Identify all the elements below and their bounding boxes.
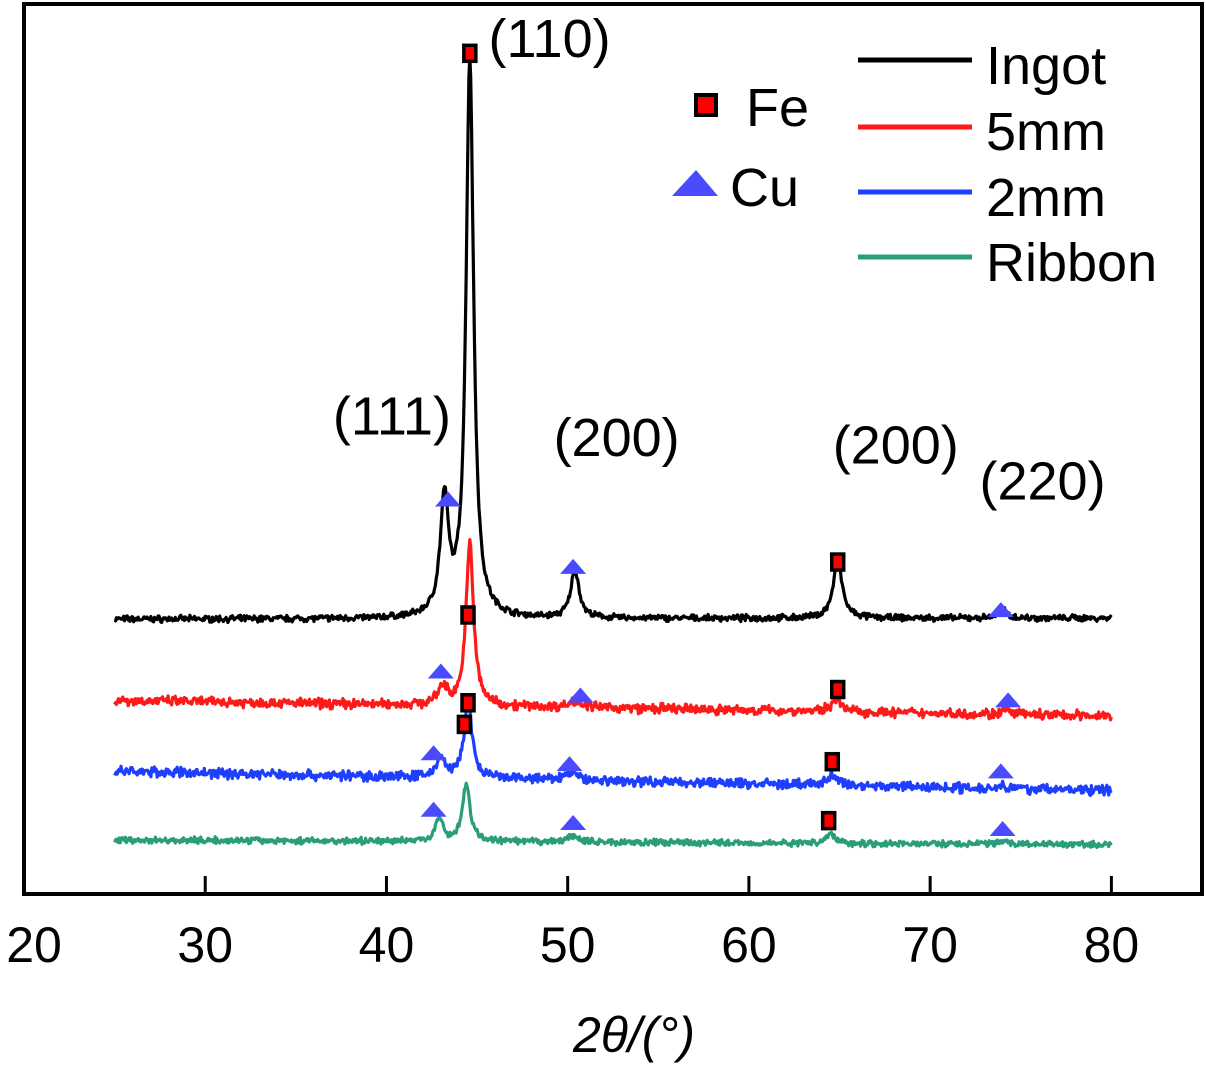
fe-marker — [824, 751, 841, 772]
peak-label: (111) — [333, 387, 451, 447]
cu-legend-label: Cu — [730, 158, 799, 218]
x-tick-label-30: 30 — [177, 917, 233, 973]
cu-marker — [427, 663, 454, 679]
cu-marker — [567, 687, 594, 703]
x-axis-label: 2θ/(°) — [572, 1007, 695, 1063]
series-legend: Ingot 5mm 2mm Ribbon — [858, 36, 1157, 293]
fe-legend-label: Fe — [746, 78, 809, 138]
marker-legend: Fe Cu — [672, 78, 809, 218]
cu-marker — [556, 756, 583, 772]
cu-marker — [420, 801, 447, 817]
fe-marker — [820, 810, 837, 831]
cu-marker — [435, 491, 462, 507]
x-axis-tick-labels: 20 30 40 50 60 70 80 — [6, 917, 1139, 973]
x-tick-label-40: 40 — [359, 917, 415, 973]
legend-label-2mm: 2mm — [986, 168, 1106, 228]
series-line-5mm — [113, 537, 1113, 722]
legend-label-ribbon: Ribbon — [986, 233, 1157, 293]
peak-label: (200) — [554, 408, 680, 468]
cu-marker — [420, 745, 447, 761]
phase-markers — [420, 43, 1022, 837]
x-tick-label-60: 60 — [721, 917, 777, 973]
fe-marker — [829, 679, 846, 700]
fe-marker — [460, 693, 476, 713]
legend-label-5mm: 5mm — [986, 102, 1106, 162]
series-line-ribbon — [113, 781, 1113, 850]
peak-label: (220) — [979, 452, 1105, 512]
fe-marker — [460, 605, 476, 625]
x-tick-label-80: 80 — [1084, 917, 1140, 973]
fe-legend-symbol — [694, 93, 718, 117]
peak-label: (110) — [489, 9, 611, 69]
cu-marker — [989, 821, 1016, 837]
x-tick-label-50: 50 — [540, 917, 596, 973]
cu-marker — [987, 602, 1014, 618]
cu-marker — [987, 763, 1014, 779]
cu-marker — [995, 692, 1022, 708]
peak-annotations: (110) (111) (200) (200) (220) — [333, 9, 1106, 512]
peak-label: (200) — [833, 415, 959, 475]
cu-legend-symbol — [672, 170, 718, 196]
x-axis-ticks — [22, 876, 1113, 894]
cu-marker — [560, 815, 587, 831]
fe-marker — [829, 552, 846, 572]
fe-marker — [462, 43, 478, 64]
series-line-ingot — [113, 54, 1113, 625]
plot-frame — [22, 2, 1204, 896]
series-line-2mm — [113, 698, 1113, 798]
x-tick-label-70: 70 — [902, 917, 958, 973]
fe-marker — [456, 714, 473, 735]
series-layer — [113, 54, 1113, 850]
x-tick-label-20: 20 — [6, 917, 62, 973]
cu-marker — [560, 558, 587, 574]
legend-label-ingot: Ingot — [986, 36, 1106, 96]
